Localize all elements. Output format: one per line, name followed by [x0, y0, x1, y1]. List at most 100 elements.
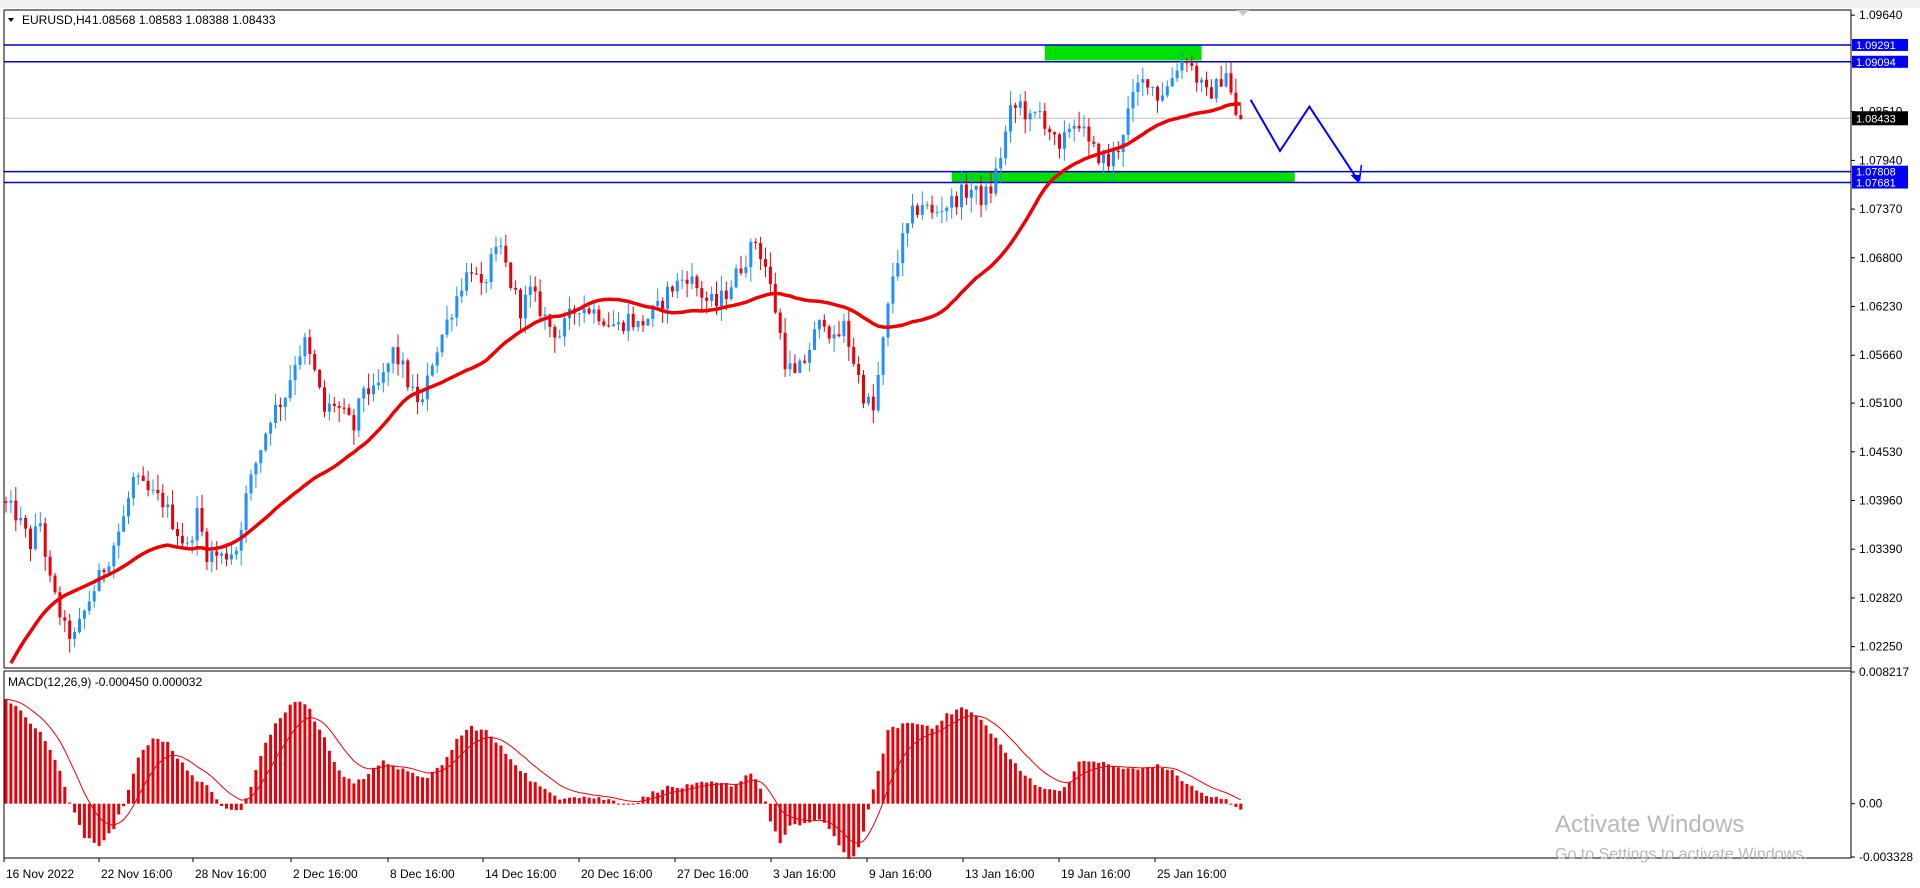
price-tick-label: 1.03390	[1859, 542, 1903, 556]
candle-body	[14, 500, 18, 521]
macd-bar	[1082, 760, 1086, 804]
macd-bar	[1107, 764, 1110, 804]
candle-body	[38, 523, 42, 527]
candle-body	[1209, 87, 1213, 99]
macd-bar	[837, 803, 841, 846]
macd-bar	[803, 803, 807, 824]
macd-bar	[788, 803, 792, 826]
resistance-zone[interactable]	[1044, 45, 1202, 61]
macd-bar	[744, 775, 748, 804]
macd-bar	[131, 773, 135, 804]
macd-bar	[421, 777, 424, 804]
macd-bar	[1013, 763, 1017, 804]
candle-body	[1053, 132, 1057, 135]
candle-body	[29, 528, 32, 550]
projection-path[interactable]	[1249, 99, 1360, 182]
candle-body	[1062, 132, 1066, 149]
candle-body	[553, 326, 557, 338]
candle-body	[411, 386, 415, 388]
candle-body	[1126, 108, 1130, 135]
macd-bar	[813, 803, 816, 821]
candle-body	[577, 313, 581, 315]
macd-bar	[621, 803, 625, 805]
collapse-triangle-icon[interactable]	[8, 18, 14, 22]
candle-body	[533, 286, 537, 292]
level-price-tag	[1852, 176, 1908, 189]
macd-bar	[749, 773, 753, 804]
macd-bar	[318, 729, 322, 804]
macd-bar	[538, 786, 542, 804]
macd-bar	[112, 803, 116, 830]
macd-bar	[764, 801, 767, 804]
macd-bar	[670, 786, 674, 804]
moving-average-line	[9, 102, 1241, 664]
candle-body	[964, 184, 968, 198]
candle-body	[906, 223, 910, 234]
candle-body	[244, 493, 248, 530]
candle-body	[945, 207, 949, 212]
candle-body	[641, 321, 645, 326]
macd-signal-line	[5, 698, 1242, 844]
macd-bar	[685, 784, 689, 804]
macd-bar	[563, 798, 567, 804]
levels-layer[interactable]	[4, 44, 1851, 184]
candle-body	[1131, 91, 1135, 109]
macd-bar	[68, 802, 72, 804]
candle-body	[269, 423, 273, 434]
candle-body	[960, 184, 963, 208]
macd-tick-label: -0.003328	[1859, 850, 1913, 864]
candle-body	[881, 337, 885, 375]
candle-body	[759, 243, 763, 260]
shift-marker-icon[interactable]	[1237, 10, 1249, 16]
candle-body	[808, 349, 812, 363]
current-price-box	[1852, 111, 1908, 126]
support-zone[interactable]	[951, 171, 1295, 183]
macd-bar	[332, 761, 336, 804]
candle-body	[700, 288, 704, 298]
candle-body	[283, 398, 287, 407]
macd-bar	[1131, 768, 1135, 804]
projection-layer[interactable]	[1249, 99, 1363, 183]
macd-bar	[915, 724, 919, 804]
candle-body	[131, 476, 135, 499]
macd-bar	[617, 803, 620, 805]
activate-windows-subtitle: Go to Settings to activate Windows.	[1555, 846, 1808, 863]
candle-body	[773, 283, 777, 313]
candle-body	[68, 620, 72, 639]
macd-bar	[597, 797, 601, 804]
candle-body	[362, 388, 366, 399]
price-tick-label: 1.05100	[1859, 396, 1903, 410]
candle-body	[558, 336, 562, 338]
candle-body	[1013, 105, 1017, 108]
candle-body	[969, 189, 973, 198]
candle-body	[479, 274, 483, 283]
macd-bar	[298, 701, 302, 804]
macd-bar	[935, 725, 939, 804]
macd-bar	[1156, 764, 1159, 804]
candle-body	[303, 337, 307, 357]
macd-bar	[470, 725, 473, 804]
candle-body	[166, 504, 170, 508]
macd-bar	[690, 784, 694, 804]
macd-bar	[1190, 785, 1194, 804]
macd-bar	[435, 767, 439, 804]
candle-body	[190, 540, 194, 543]
macd-bar	[264, 742, 268, 804]
current-price-tag: 1.08433	[1852, 111, 1908, 126]
macd-bar	[592, 798, 596, 804]
macd-bar	[1053, 789, 1057, 804]
macd-bar	[739, 781, 743, 804]
candle-body	[386, 363, 390, 373]
candle-body	[1009, 105, 1012, 132]
candle-body	[651, 305, 655, 320]
candle-body	[313, 353, 317, 370]
macd-bar	[479, 729, 483, 804]
macd-bar	[700, 781, 704, 804]
candle-body	[112, 545, 116, 567]
candle-body	[327, 403, 331, 412]
candle-body	[695, 276, 699, 289]
macd-bar	[24, 717, 28, 804]
candle-body	[1102, 154, 1106, 164]
level-price-label: 1.07808	[1856, 167, 1896, 179]
